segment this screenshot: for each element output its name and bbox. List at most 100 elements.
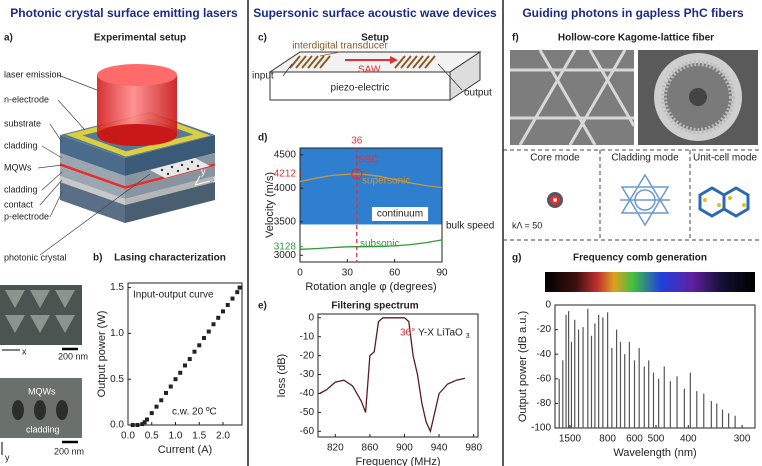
laser-device-part-part (49, 191, 63, 218)
laser-device-part (60, 182, 125, 223)
laser-device-part (37, 74, 151, 256)
mode-label: Cladding mode (611, 153, 679, 164)
data-point (149, 411, 154, 416)
x-tick-label: 860 (362, 443, 379, 454)
fiber-images-part (620, 173, 670, 227)
device-label: SAW (358, 65, 381, 76)
laser-device-part-part (39, 179, 63, 206)
saw-device-part (449, 51, 481, 101)
x-axis-label: Wavelength (nm) (613, 447, 696, 459)
x-tick-label: 0.0 (121, 431, 135, 442)
fiber-images-part-part (698, 186, 726, 218)
data-point (221, 309, 225, 314)
x-tick-label: 1.0 (169, 431, 183, 442)
marker-label: 36 (351, 136, 363, 147)
plot-frame (317, 313, 479, 438)
x-tick-label: 980 (465, 443, 482, 454)
x-tick-label: 1500 (559, 434, 582, 445)
fiber-images-part-part (703, 198, 707, 202)
fiber-images-part-part (568, 49, 627, 146)
fiber-images-part-part (518, 49, 577, 146)
laser-device-part (60, 166, 125, 199)
panel-label: a) (4, 33, 13, 44)
data-point (202, 335, 206, 340)
y-tick-label: 3500 (274, 216, 297, 227)
y-tick-label: -40 (537, 349, 552, 360)
y-tick-label: -30 (300, 369, 315, 380)
fiber-images-part-part (717, 203, 721, 207)
x-tick-label: 2.0 (216, 431, 230, 442)
axis-label: y (201, 166, 206, 176)
y-axis-label: loss (dB) (276, 354, 288, 397)
laser-device-part-part (41, 145, 63, 159)
sem-image-part-part (5, 315, 25, 333)
data-point (225, 302, 230, 307)
layer-label: cladding (4, 184, 38, 194)
column-title: Supersonic surface acoustic wave devices (253, 6, 497, 20)
fiber-images-part-part (620, 173, 670, 214)
x-tick-label: 600 (626, 434, 643, 445)
laser-device-part (60, 163, 125, 189)
layer-label: MQWs (4, 162, 32, 172)
device-label: interdigital transducer (292, 41, 388, 52)
x-tick-label: 940 (431, 443, 448, 454)
annotation: c.w. 20 ºC (172, 407, 217, 418)
data-point (235, 290, 240, 295)
laser-device-part-part (190, 160, 194, 164)
sem-image-part-part (30, 290, 50, 308)
y-tick-label: -100 (531, 423, 551, 434)
y-tick-label: -60 (537, 373, 552, 384)
saw-device-part-part (394, 55, 406, 69)
marker-label: 3128 (274, 241, 297, 252)
x-tick-label: 400 (680, 434, 697, 445)
y-tick-label: -20 (537, 324, 552, 335)
sem-image-part (12, 400, 68, 420)
saw-device-part-part (412, 55, 424, 69)
annotation: Y-X LiTaO (418, 328, 463, 339)
y-tick-label: 1.5 (110, 282, 124, 293)
laser-device-part-part (37, 164, 63, 169)
sem-image-part (5, 290, 75, 333)
y-tick-label: 4000 (274, 183, 297, 194)
x-tick-label: 900 (396, 443, 413, 454)
y-tick-label: -10 (300, 331, 315, 342)
sem-image-part-part (34, 400, 46, 420)
column-title: Guiding photons in gapless PhC fibers (522, 6, 744, 20)
data-point (230, 296, 235, 301)
layer-label: MQWs (28, 386, 56, 396)
panel-title: Setup (361, 33, 389, 44)
panel-label: b) (93, 253, 102, 264)
layer-label: n-electrode (4, 94, 49, 104)
plot-frame (554, 304, 756, 429)
y-tick-label: 4500 (274, 149, 297, 160)
y-tick-label: 0.0 (110, 420, 124, 431)
laser-device-part-part (186, 167, 190, 171)
data-point (145, 417, 149, 422)
data-point (178, 370, 183, 375)
region-label-box (371, 207, 429, 221)
panel-label: f) (512, 33, 519, 44)
laser-device-part-part (196, 164, 200, 168)
y-axis-label: Velocity (m/s) (264, 172, 276, 238)
x-tick-label: 60 (389, 268, 401, 279)
x-tick-label: 30 (342, 268, 354, 279)
laser-device-part-part (180, 163, 184, 167)
laser-device-part-part (49, 123, 63, 143)
axis-label: y (5, 452, 10, 462)
data-point (142, 420, 147, 425)
chart-title: Filtering spectrum (331, 301, 418, 312)
annotation: 3 (466, 333, 470, 340)
data-line (299, 173, 443, 189)
fiber-images-part-part (588, 49, 636, 127)
x-tick-label: 0.5 (145, 431, 159, 442)
data-point (183, 363, 187, 368)
data-point (216, 315, 221, 320)
laser-device-part (125, 166, 215, 199)
x-tick-label: 1.5 (192, 431, 206, 442)
data-point (187, 357, 192, 362)
saw-device-part-part (418, 55, 430, 69)
axis-label: x (213, 174, 218, 184)
laser-device-part (60, 153, 125, 186)
laser-device-part-part (176, 169, 180, 173)
parameter-label: kΛ = 50 (512, 220, 542, 230)
